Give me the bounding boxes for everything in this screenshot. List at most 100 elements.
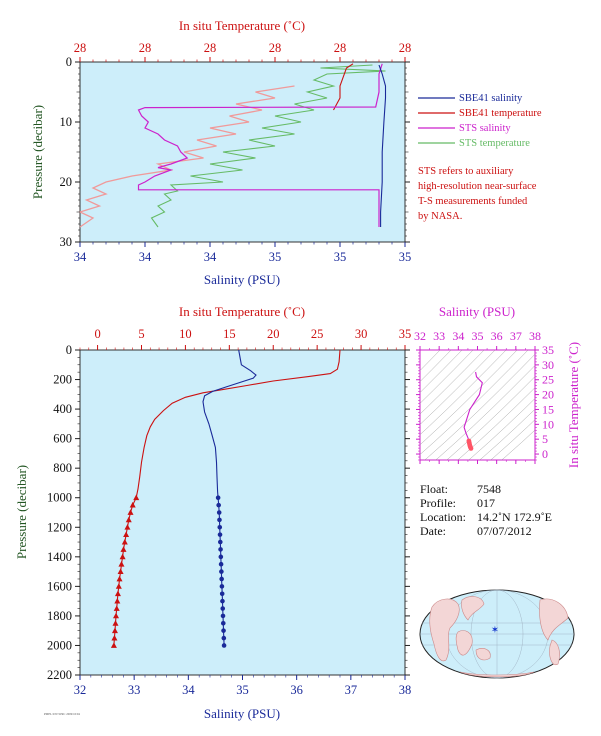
temperature-sample-marker: [119, 553, 126, 560]
temperature-sample-marker: [127, 509, 134, 515]
ts-salinity-tick-label: 32: [414, 329, 426, 343]
salinity-sample-marker: [217, 539, 223, 545]
full-salinity-tick-label: 38: [399, 683, 412, 697]
ts-density-contour: [420, 350, 496, 425]
note-line-1: STS refers to auxiliary: [418, 166, 514, 177]
ts-density-contour: [501, 429, 535, 460]
temperature-sample-marker: [116, 575, 123, 582]
full-profile-series-group: [110, 349, 341, 648]
salinity-sample-marker: [221, 628, 226, 633]
ts-plot-area: [419, 349, 536, 461]
ts-density-contour: [490, 419, 535, 460]
top-pressure-tick-label: 10: [60, 115, 73, 129]
salinity-sample-marker: [220, 613, 226, 619]
temperature-sample-marker: [123, 531, 130, 538]
top-temperature-tick-label: 28: [204, 41, 217, 55]
float-value: 7548: [477, 482, 501, 496]
top-pressure-tick-label: 0: [66, 55, 72, 69]
top-salinity-axis-title: Salinity (PSU): [204, 272, 280, 287]
sts-salinity-line: [137, 63, 383, 227]
temperature-sample-marker: [114, 590, 121, 597]
full-temperature-tick-label: 15: [223, 327, 236, 341]
profile-value: 017: [477, 496, 495, 510]
temperature-sample-marker: [111, 634, 118, 641]
legend-label-sts-salinity: STS salinity: [459, 123, 511, 134]
note-line-3: T-S measurements funded: [418, 196, 528, 207]
top-series-group: [78, 63, 387, 228]
full-temperature-tick-label: 20: [267, 327, 280, 341]
temperature-sample-marker: [129, 501, 136, 508]
full-pressure-axis-title: Pressure (decibar): [14, 465, 29, 559]
ts-temperature-tick-label: 5: [542, 432, 548, 446]
full-salinity-tick-label: 34: [182, 683, 195, 697]
ts-density-contour: [420, 350, 485, 415]
top-salinity-tick-label: 35: [269, 250, 282, 264]
full-salinity-tick-label: 36: [290, 683, 303, 697]
temperature-sample-marker: [121, 538, 128, 545]
top-salinity-tick-label: 34: [74, 250, 87, 264]
salinity-sample-marker: [219, 591, 225, 597]
full-salinity-tick-label: 37: [345, 683, 358, 697]
full-pressure-tick-label: 0: [66, 343, 72, 357]
ts-temperature-tick-label: 35: [542, 343, 554, 357]
top-salinity-tick-label: 35: [334, 250, 347, 264]
salinity-profile-line: [202, 349, 257, 498]
ts-density-contour: [479, 408, 535, 460]
date-label: Date:: [420, 524, 446, 538]
legend-label-sts-temperature: STS temperature: [459, 138, 530, 149]
ts-salinity-tick-label: 33: [433, 329, 445, 343]
full-pressure-tick-label: 1800: [47, 609, 72, 623]
ts-density-contour: [468, 398, 535, 460]
ts-salinity-tick-label: 36: [491, 329, 503, 343]
ts-salinity-axis-title: Salinity (PSU): [439, 304, 515, 319]
temperature-sample-marker: [115, 583, 122, 589]
temperature-profile-line: [135, 349, 341, 498]
full-pressure-tick-label: 1600: [47, 579, 72, 593]
top-pressure-axis-title: Pressure (decibar): [30, 105, 45, 199]
temperature-sample-marker: [133, 494, 140, 501]
sts-temperature-pink-line: [78, 85, 295, 228]
salinity-sample-marker: [221, 643, 227, 648]
full-pressure-tick-label: 2000: [47, 638, 72, 652]
salinity-sample-marker: [217, 517, 222, 523]
map-continents: [429, 596, 569, 678]
full-pressure-tick-label: 1200: [47, 520, 72, 534]
ts-temperature-tick-label: 20: [542, 388, 554, 402]
temperature-sample-marker: [113, 605, 120, 611]
location-value: 14.2˚N 172.9˚E: [477, 510, 552, 524]
top-salinity-tick-label: 34: [204, 250, 217, 264]
full-temperature-tick-label: 10: [179, 327, 192, 341]
float-info: Float: 7548 Profile: 017 Location: 14.2˚…: [420, 482, 552, 538]
ts-temperature-tick-label: 25: [542, 373, 554, 387]
full-temperature-axis-title: In situ Temperature (˚C): [179, 304, 305, 319]
sbe41-salinity-line: [378, 64, 387, 227]
temperature-sample-marker: [112, 620, 119, 626]
temperature-sample-marker: [118, 561, 125, 567]
ts-density-contour: [420, 350, 518, 446]
full-profile-tick-marks: 32 33 34 35 36 37 38 0 5 10 15 20 25 30 35 0 200 400 600 80…: [47, 327, 411, 697]
note-line-2: high-resolution near-surface: [418, 181, 537, 192]
top-salinity-tick-label: 34: [139, 250, 152, 264]
top-temperature-axis-title: In situ Temperature (˚C): [179, 18, 305, 33]
legend-label-sbe41-temperature: SBE41 temperature: [459, 108, 542, 119]
full-temperature-tick-label: 5: [138, 327, 144, 341]
ts-curve: [463, 371, 483, 442]
full-temperature-tick-label: 35: [399, 327, 412, 341]
full-salinity-tick-label: 32: [74, 683, 87, 697]
salinity-sample-marker: [218, 547, 223, 552]
full-pressure-tick-label: 1400: [47, 550, 72, 564]
top-temperature-tick-label: 28: [399, 41, 412, 55]
salinity-sample-marker: [220, 598, 225, 604]
full-salinity-axis-title: Salinity (PSU): [204, 706, 280, 721]
full-salinity-tick-label: 35: [236, 683, 249, 697]
full-pressure-tick-label: 1000: [47, 491, 72, 505]
temperature-sample-marker: [124, 524, 131, 530]
full-temperature-tick-label: 30: [355, 327, 368, 341]
profile-label: Profile:: [420, 496, 456, 510]
salinity-sample-marker: [216, 502, 221, 508]
salinity-sample-marker: [219, 584, 225, 589]
salinity-sample-marker: [216, 510, 222, 515]
